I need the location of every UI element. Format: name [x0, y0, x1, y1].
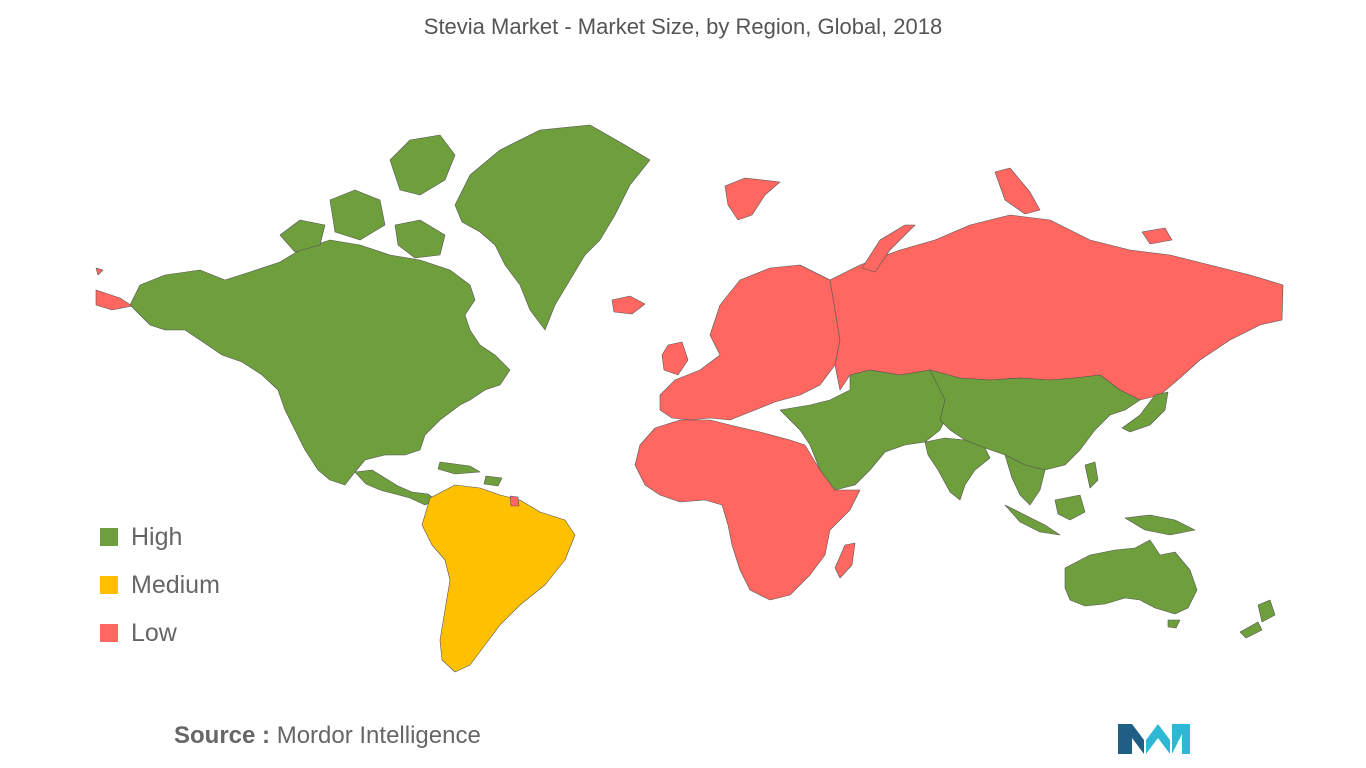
- region-madagascar: [834, 542, 856, 579]
- region-southeast-asia: [1054, 494, 1086, 521]
- region-australia: [1064, 539, 1198, 615]
- legend-swatch-low: [100, 624, 118, 642]
- legend-label-high: High: [131, 523, 183, 551]
- region-north-america: [329, 189, 386, 241]
- region-new-zealand: [1239, 621, 1263, 639]
- region-india: [924, 437, 991, 501]
- region-north-america: [394, 219, 446, 259]
- region-southeast-asia: [1084, 461, 1099, 489]
- region-southeast-asia: [1124, 514, 1196, 536]
- mordor-intelligence-logo-icon: [1118, 724, 1190, 754]
- region-greenland: [454, 124, 651, 331]
- region-southeast-asia: [1004, 504, 1061, 536]
- region-russia: [95, 267, 133, 311]
- region-russia: [861, 224, 916, 273]
- source-text: Mordor Intelligence: [276, 722, 481, 749]
- region-french-guiana: [509, 495, 520, 507]
- chart-title: Stevia Market - Market Size, by Region, …: [423, 14, 943, 39]
- region-europe: [661, 341, 689, 376]
- region-new-zealand: [1257, 599, 1276, 623]
- source-label: Source :: [174, 722, 271, 749]
- region-north-america: [389, 134, 456, 196]
- legend-label-low: Low: [131, 619, 177, 647]
- legend-swatch-medium: [100, 576, 118, 594]
- legend-swatch-high: [100, 528, 118, 546]
- region-japan: [1121, 391, 1169, 433]
- region-southeast-asia: [1004, 454, 1046, 506]
- region-russia: [1141, 227, 1173, 245]
- region-south-america: [421, 484, 576, 673]
- region-central-america: [437, 461, 481, 475]
- region-australia: [1167, 619, 1181, 629]
- region-north-america: [279, 219, 326, 253]
- region-central-america: [354, 469, 437, 506]
- region-africa: [634, 419, 861, 601]
- source-attribution: Source : Mordor Intelligence: [174, 722, 481, 750]
- region-central-america: [483, 475, 503, 487]
- region-middle-east-central-asia: [779, 369, 951, 491]
- region-china-east-asia: [929, 369, 1141, 471]
- region-europe: [611, 295, 646, 315]
- region-europe: [724, 177, 781, 221]
- region-europe: [659, 264, 841, 421]
- region-north-america: [129, 239, 511, 486]
- region-russia: [994, 167, 1041, 215]
- legend-label-medium: Medium: [131, 571, 220, 599]
